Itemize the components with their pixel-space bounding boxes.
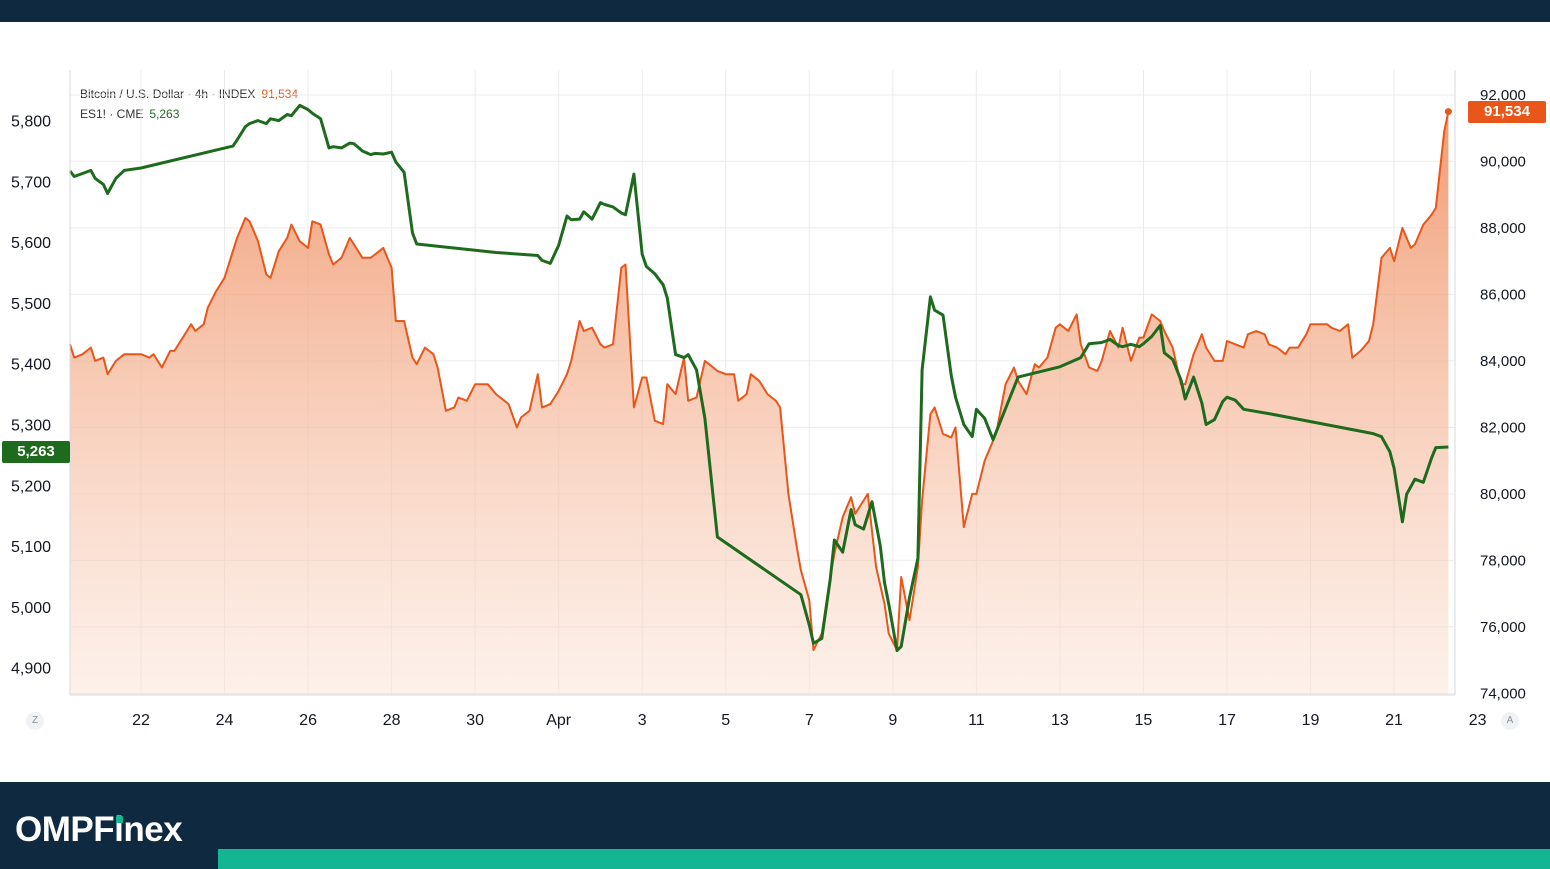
legend-es: ES1! · CME 5,263 <box>80 107 179 121</box>
btc-last-point <box>1444 108 1452 116</box>
footer-accent-stripe <box>218 849 1550 869</box>
x-tick-label: 19 <box>1302 712 1320 729</box>
x-tick-label: 7 <box>805 712 814 729</box>
x-tick-label: 17 <box>1218 712 1236 729</box>
x-tick-label: Apr <box>546 712 572 729</box>
es-last-price-badge: 5,263 <box>2 441 70 463</box>
brand-logo-accent-letter: i <box>114 810 124 849</box>
price-chart[interactable]: 22 24 26 28 30 Apr 3 5 7 9 11 13 15 17 19 21 23 74,000 76,… <box>0 70 1550 740</box>
left-tick-label: 5,800 <box>11 114 51 131</box>
right-tick-label: 84,000 <box>1480 353 1526 370</box>
x-tick-label: 30 <box>466 712 484 729</box>
legend-btc: Bitcoin / U.S. Dollar · 4h · INDEX 91,534 <box>80 87 298 101</box>
left-tick-label: 5,100 <box>11 539 51 556</box>
x-tick-label: 24 <box>216 712 234 729</box>
x-tick-label: 23 <box>1469 712 1487 729</box>
left-tick-label: 5,400 <box>11 357 51 374</box>
right-tick-label: 82,000 <box>1480 419 1526 436</box>
x-tick-label: 22 <box>132 712 150 729</box>
legend-btc-label: Bitcoin / U.S. Dollar · 4h · INDEX <box>80 87 256 101</box>
left-tick-label: 4,900 <box>11 661 51 678</box>
legend-es-value: 5,263 <box>149 107 180 121</box>
right-tick-label: 92,000 <box>1480 87 1526 104</box>
brand-logo-prefix: OMPF <box>15 810 115 849</box>
chart-series <box>68 103 1452 696</box>
left-tick-label: 5,700 <box>11 174 51 191</box>
x-tick-label: 9 <box>888 712 897 729</box>
right-tick-label: 76,000 <box>1480 619 1526 636</box>
left-tick-label: 5,300 <box>11 418 51 435</box>
btc-price-line <box>69 111 1450 652</box>
left-tick-label: 5,000 <box>11 600 51 617</box>
right-tick-label: 86,000 <box>1480 286 1526 303</box>
axis-auto-scale-button[interactable]: A <box>1501 712 1519 730</box>
x-tick-label: 21 <box>1385 712 1403 729</box>
left-tick-label: 5,600 <box>11 235 51 252</box>
x-tick-label: 28 <box>383 712 401 729</box>
right-tick-label: 78,000 <box>1480 552 1526 569</box>
axis-lock-left-button[interactable]: Z <box>26 712 44 730</box>
x-tick-label: 11 <box>968 712 985 729</box>
x-tick-label: 26 <box>299 712 317 729</box>
brand-logo-suffix: nex <box>123 810 183 849</box>
x-tick-label: 15 <box>1135 712 1153 729</box>
chart-axes: 22 24 26 28 30 Apr 3 5 7 9 11 13 15 17 19 21 23 74,000 76,… <box>11 70 1526 729</box>
right-tick-label: 88,000 <box>1480 220 1526 237</box>
btc-area-fill <box>70 111 1449 696</box>
x-tick-label: 5 <box>721 712 730 729</box>
btc-last-price-badge: 91,534 <box>1468 101 1546 123</box>
footer-bar: OMPFi nex <box>0 782 1550 869</box>
x-tick-label: 13 <box>1051 712 1069 729</box>
legend-es-label: ES1! · CME <box>80 107 144 121</box>
es-price-line <box>68 103 1449 653</box>
x-tick-label: 3 <box>638 712 647 729</box>
right-tick-label: 90,000 <box>1480 153 1526 170</box>
left-tick-label: 5,200 <box>11 478 51 495</box>
brand-logo-accent: i <box>114 810 124 850</box>
left-tick-label: 5,500 <box>11 296 51 313</box>
right-tick-label: 80,000 <box>1480 486 1526 503</box>
brand-logo-dot <box>116 816 124 823</box>
right-tick-label: 74,000 <box>1480 685 1526 702</box>
legend-btc-value: 91,534 <box>261 87 299 101</box>
brand-logo: OMPFi nex <box>15 810 183 850</box>
top-banner-bar <box>0 0 1550 22</box>
